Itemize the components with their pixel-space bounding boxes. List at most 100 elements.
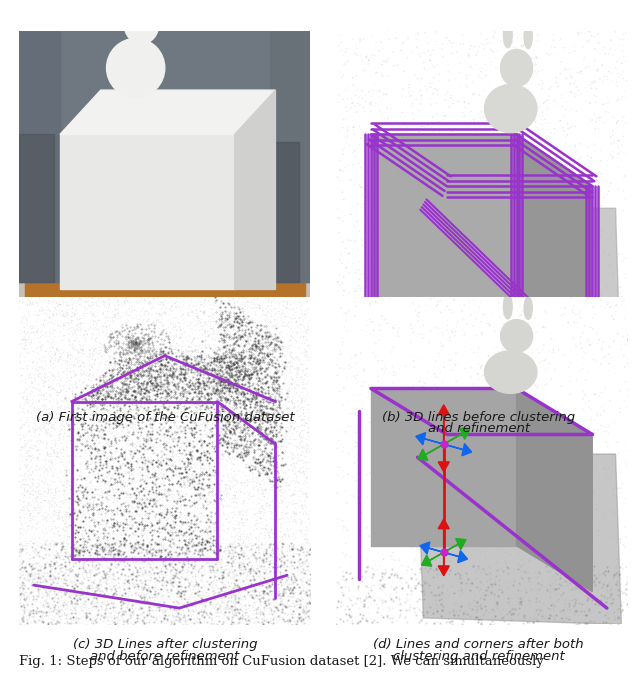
Point [239, 509, 249, 520]
Point [66, 315, 76, 326]
Point [66, 585, 76, 596]
Point [165, 604, 175, 615]
Point [120, 298, 130, 309]
Point [253, 360, 263, 371]
Point [401, 259, 411, 270]
Point [177, 448, 188, 459]
Point [346, 422, 356, 433]
Point [157, 392, 168, 403]
Point [146, 373, 156, 384]
Point [547, 41, 557, 52]
Point [124, 502, 134, 513]
Point [20, 482, 30, 493]
Point [351, 427, 361, 438]
Point [109, 469, 120, 480]
Point [79, 373, 90, 384]
Point [190, 407, 200, 418]
Point [476, 28, 486, 39]
Point [150, 547, 161, 558]
Point [337, 372, 347, 383]
Point [267, 342, 277, 353]
Point [432, 204, 442, 215]
Point [120, 470, 131, 481]
Point [191, 489, 201, 500]
Point [156, 575, 166, 586]
Point [426, 564, 436, 575]
Point [225, 473, 236, 484]
Point [246, 316, 256, 327]
Point [198, 577, 208, 588]
Point [257, 607, 267, 618]
Point [56, 335, 67, 346]
Point [227, 302, 237, 313]
Point [239, 593, 249, 604]
Point [299, 572, 309, 583]
Point [119, 584, 129, 595]
Point [422, 451, 433, 462]
Point [105, 593, 115, 604]
Point [155, 473, 165, 484]
Point [109, 493, 120, 504]
Point [246, 566, 257, 577]
Point [43, 471, 53, 482]
Point [149, 496, 159, 507]
Point [235, 417, 245, 428]
Point [486, 194, 496, 205]
Point [202, 408, 212, 420]
Point [231, 566, 241, 577]
Point [374, 297, 384, 308]
Point [454, 226, 464, 237]
Point [256, 413, 266, 424]
Point [141, 573, 152, 584]
Point [180, 315, 190, 326]
Point [177, 546, 187, 557]
Point [267, 586, 277, 597]
Text: (d) Lines and corners after both: (d) Lines and corners after both [373, 638, 584, 651]
Point [527, 364, 537, 375]
Point [102, 480, 113, 491]
Point [575, 248, 585, 259]
Point [168, 484, 179, 495]
Point [51, 507, 61, 518]
Point [532, 122, 542, 133]
Point [58, 380, 68, 391]
Point [292, 364, 303, 375]
Point [156, 480, 166, 491]
Point [390, 332, 400, 343]
Point [97, 339, 107, 350]
Point [227, 420, 237, 431]
Point [53, 529, 63, 540]
Point [228, 589, 238, 600]
Point [248, 613, 258, 624]
Point [300, 311, 310, 322]
Point [100, 312, 110, 323]
Point [253, 518, 264, 529]
Point [445, 314, 456, 325]
Point [389, 317, 399, 328]
Point [102, 554, 112, 565]
Point [175, 324, 186, 335]
Point [613, 32, 623, 43]
Point [156, 351, 166, 362]
Point [18, 496, 28, 507]
Point [269, 597, 279, 608]
Point [285, 367, 296, 378]
Bar [25, 278, 305, 345]
Point [253, 350, 263, 361]
Point [304, 580, 314, 591]
Point [221, 307, 232, 318]
Point [246, 352, 257, 363]
Point [255, 553, 266, 564]
Point [525, 331, 535, 342]
Point [76, 432, 86, 443]
Point [563, 245, 573, 256]
Bar [60, 135, 235, 290]
Point [22, 360, 32, 371]
Point [34, 422, 44, 433]
Point [157, 364, 167, 375]
Point [56, 595, 67, 607]
Point [210, 334, 220, 345]
Point [253, 616, 264, 627]
Point [258, 474, 268, 485]
Point [197, 482, 207, 493]
